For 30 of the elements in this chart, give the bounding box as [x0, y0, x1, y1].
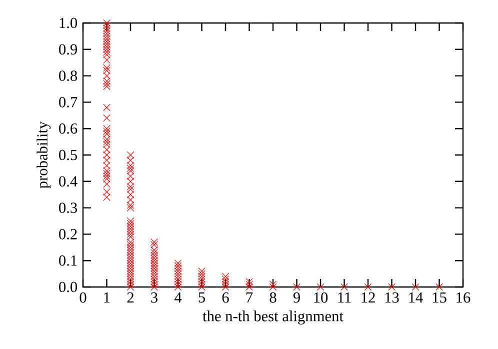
x-tick-label: 14	[409, 292, 423, 302]
x-tick-label: 4	[174, 292, 182, 302]
y-tick-label: 0.7	[59, 97, 78, 108]
x-tick-label: 7	[246, 292, 253, 302]
x-tick-label: 12	[362, 292, 375, 303]
x-tick-label: 9	[293, 292, 300, 303]
x-tick-label: 5	[198, 292, 205, 303]
x-tick-label: 2	[127, 292, 134, 303]
x-tick-label: 11	[338, 292, 351, 302]
y-tick-label: 1.0	[60, 18, 78, 28]
y-axis-title: probability	[36, 121, 51, 188]
y-tick-label: 0.0	[59, 282, 78, 292]
x-tick-label: 3	[151, 292, 158, 303]
y-tick-label: 0.8	[59, 70, 78, 81]
x-tick-label: 1	[104, 292, 110, 302]
y-tick-label: 0.4	[59, 176, 78, 187]
y-tick-label: 0.9	[59, 44, 77, 55]
x-tick-label: 10	[314, 292, 328, 303]
y-tick-label: 0.2	[59, 229, 77, 240]
y-tick-label: 0.1	[59, 255, 77, 266]
x-tick-label: 8	[270, 292, 276, 303]
y-tick-label: 0.6	[59, 123, 78, 134]
x-tick-label: 13	[385, 292, 399, 303]
x-axis-title: the n-th best alignment	[202, 310, 344, 324]
x-tick-label: 0	[80, 292, 86, 303]
x-tick-label: 16	[456, 292, 470, 303]
y-tick-label: 0.5	[59, 150, 78, 160]
x-tick-label: 6	[222, 292, 229, 303]
x-tick-label: 15	[432, 292, 446, 303]
y-tick-label: 0.3	[59, 202, 78, 213]
